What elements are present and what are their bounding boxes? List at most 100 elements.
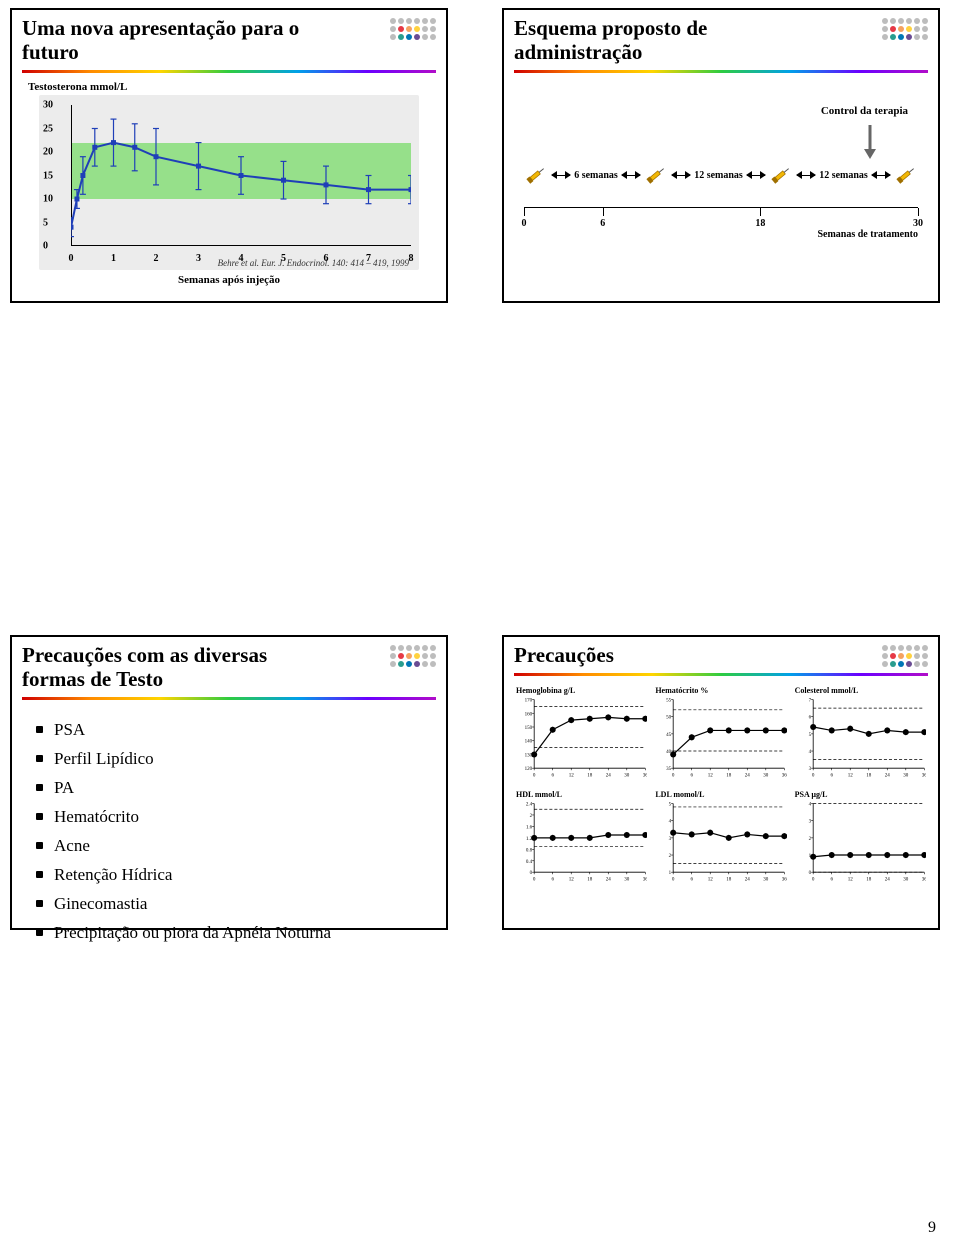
slide-header: Precauções bbox=[504, 637, 938, 669]
slide-header: Uma nova apresentação para o futuro bbox=[12, 10, 446, 66]
svg-text:0: 0 bbox=[812, 772, 815, 778]
testosterone-chart: Behre et al. Eur. J. Endocrinol. 140: 41… bbox=[39, 95, 419, 270]
page-number: 9 bbox=[928, 1219, 936, 1237]
svg-text:36: 36 bbox=[921, 772, 926, 778]
logo-dot bbox=[890, 661, 896, 667]
x-tick-label: 0 bbox=[69, 253, 74, 264]
logo-dot bbox=[922, 18, 928, 24]
interval-arrow bbox=[672, 170, 690, 180]
logo-dot bbox=[882, 34, 888, 40]
svg-text:12: 12 bbox=[708, 876, 714, 882]
logo-dot-grid bbox=[882, 645, 928, 667]
y-tick-label: 5 bbox=[43, 217, 48, 228]
svg-text:2: 2 bbox=[530, 813, 533, 819]
lab-panel: Hematócrito %3540455055061218243036 bbox=[655, 686, 786, 784]
x-tick-label: 1 bbox=[111, 253, 116, 264]
slide-header: Esquema proposto de administração bbox=[504, 10, 938, 66]
logo-dot bbox=[890, 18, 896, 24]
logo-dot bbox=[422, 26, 428, 32]
svg-text:6: 6 bbox=[830, 876, 833, 882]
logo-dot bbox=[398, 26, 404, 32]
y-tick-label: 15 bbox=[43, 170, 53, 181]
x-tick-label: 3 bbox=[196, 253, 201, 264]
axis-tick-label: 6 bbox=[600, 218, 605, 229]
slide-new-presentation: Uma nova apresentação para o futuro Test… bbox=[10, 8, 448, 303]
logo-dot bbox=[430, 26, 436, 32]
panel-title: Hemoglobina g/L bbox=[516, 686, 647, 695]
svg-text:2: 2 bbox=[808, 836, 811, 842]
logo-dot bbox=[422, 653, 428, 659]
logo-dot-grid bbox=[390, 18, 436, 40]
y-tick-label: 20 bbox=[43, 147, 53, 158]
slide-title: Esquema proposto de administração bbox=[514, 16, 824, 64]
list-item: Perfil Lipídico bbox=[36, 745, 436, 774]
svg-text:18: 18 bbox=[587, 876, 593, 882]
slide-title: Uma nova apresentação para o futuro bbox=[22, 16, 332, 64]
list-item: Acne bbox=[36, 832, 436, 861]
logo-dot bbox=[914, 661, 920, 667]
list-item: Precipitação ou piora da Apnéia Noturna bbox=[36, 919, 436, 948]
lab-panel: Hemoglobina g/L1201301401501601700612182… bbox=[516, 686, 647, 784]
panel-title: LDL momol/L bbox=[655, 790, 786, 799]
logo-dot bbox=[898, 26, 904, 32]
interval-arrow bbox=[552, 170, 570, 180]
x-tick-label: 5 bbox=[281, 253, 286, 264]
syringe-icon bbox=[644, 165, 668, 185]
panel-chart: 34567061218243036 bbox=[795, 696, 926, 782]
panel-chart: 120130140150160170061218243036 bbox=[516, 696, 647, 782]
logo-dot bbox=[922, 34, 928, 40]
logo-dot bbox=[390, 645, 396, 651]
logo-dot bbox=[882, 26, 888, 32]
logo-dot bbox=[906, 18, 912, 24]
therapy-control-label: Control da terapia bbox=[514, 105, 908, 117]
logo-dot bbox=[890, 34, 896, 40]
axis-tick bbox=[760, 208, 761, 216]
svg-text:0: 0 bbox=[533, 772, 536, 778]
logo-dot bbox=[906, 653, 912, 659]
chart-citation: Behre et al. Eur. J. Endocrinol. 140: 41… bbox=[218, 258, 409, 268]
slide-body: Control da terapia 061830 Semanas de tra… bbox=[504, 73, 938, 294]
logo-dot bbox=[882, 661, 888, 667]
logo-dot-grid bbox=[882, 18, 928, 40]
list-item: PA bbox=[36, 774, 436, 803]
logo-dot bbox=[882, 18, 888, 24]
logo-dot bbox=[882, 653, 888, 659]
svg-text:0: 0 bbox=[672, 876, 675, 882]
x-tick-label: 7 bbox=[366, 253, 371, 264]
slide-precautions-charts: Precauções Hemoglobina g/L12013014015016… bbox=[502, 635, 940, 930]
logo-dot bbox=[906, 661, 912, 667]
x-tick-label: 2 bbox=[154, 253, 159, 264]
logo-dot bbox=[406, 653, 412, 659]
lab-panel: HDL mmol/L00.40.81.21.622.4061218243036 bbox=[516, 790, 647, 888]
svg-text:5: 5 bbox=[808, 732, 811, 738]
svg-text:30: 30 bbox=[764, 772, 770, 778]
logo-dot bbox=[898, 34, 904, 40]
svg-text:30: 30 bbox=[903, 876, 909, 882]
logo-dot bbox=[430, 645, 436, 651]
svg-text:12: 12 bbox=[569, 772, 575, 778]
svg-text:0: 0 bbox=[672, 772, 675, 778]
svg-text:4: 4 bbox=[669, 819, 672, 825]
axis-tick-label: 30 bbox=[913, 218, 923, 229]
svg-text:5: 5 bbox=[669, 802, 672, 808]
svg-text:6: 6 bbox=[551, 876, 554, 882]
logo-dot bbox=[430, 661, 436, 667]
svg-text:18: 18 bbox=[727, 876, 733, 882]
interval-label: 12 semanas bbox=[819, 170, 868, 181]
lab-panel: Colesterol mmol/L34567061218243036 bbox=[795, 686, 926, 784]
logo-dot bbox=[914, 26, 920, 32]
weeks-axis-caption: Semanas de tratamento bbox=[817, 229, 918, 240]
panel-title: Colesterol mmol/L bbox=[795, 686, 926, 695]
logo-dot bbox=[398, 645, 404, 651]
logo-dot bbox=[914, 18, 920, 24]
svg-text:30: 30 bbox=[764, 876, 770, 882]
logo-dot bbox=[906, 34, 912, 40]
svg-text:24: 24 bbox=[606, 772, 612, 778]
svg-text:170: 170 bbox=[525, 698, 533, 704]
logo-dot bbox=[414, 645, 420, 651]
syringe-icon bbox=[524, 165, 548, 185]
axis-tick-label: 18 bbox=[755, 218, 765, 229]
x-tick-label: 6 bbox=[324, 253, 329, 264]
dosing-timeline: 061830 Semanas de tratamento 6 semanas12… bbox=[524, 125, 918, 245]
x-axis-caption: Semanas após injeção bbox=[22, 274, 436, 286]
